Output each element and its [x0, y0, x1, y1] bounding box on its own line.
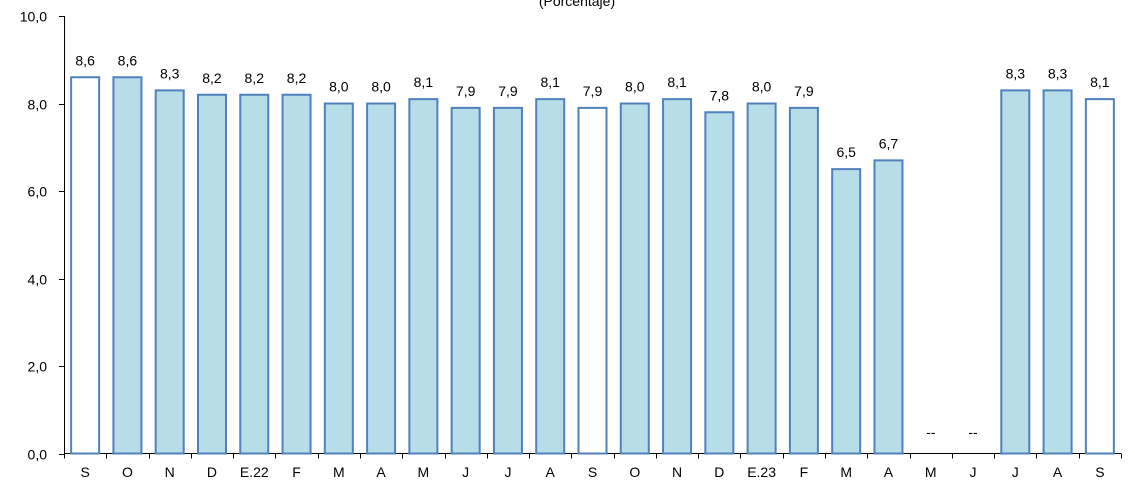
data-label: 8,1 [1090, 74, 1110, 90]
bar [873, 159, 904, 455]
y-tick-label: 2,0 [28, 359, 48, 375]
data-label: 8,0 [625, 79, 645, 95]
x-tick-label: S [80, 464, 89, 480]
data-label: 8,1 [540, 74, 560, 90]
x-tick-label: M [333, 464, 345, 480]
x-tick-label: D [714, 464, 724, 480]
x-tick-label: A [376, 464, 386, 480]
x-tick-label: E.23 [747, 464, 776, 480]
data-label: 8,1 [667, 74, 687, 90]
data-label: 6,7 [879, 135, 899, 151]
x-tick-label: N [672, 464, 682, 480]
data-label: 8,3 [160, 65, 180, 81]
x-tick-label: A [1053, 464, 1063, 480]
bar [1042, 89, 1073, 455]
x-tick-label: S [588, 464, 597, 480]
y-tick-label: 6,0 [28, 184, 48, 200]
x-tick-label: D [207, 464, 217, 480]
x-tick-label: O [629, 464, 640, 480]
bar [788, 106, 819, 455]
bar [1084, 98, 1115, 455]
x-tick-label: J [1012, 464, 1019, 480]
bar [535, 98, 566, 455]
bar [1000, 89, 1031, 455]
data-label: 7,9 [794, 83, 814, 99]
bar [281, 93, 312, 455]
bar [746, 102, 777, 455]
data-label: 8,3 [1048, 65, 1068, 81]
y-axis: 0,0 2,0 4,0 6,0 8,0 10,0 [20, 9, 64, 463]
bar [196, 93, 227, 455]
bar [70, 76, 101, 455]
x-tick-label: J [504, 464, 511, 480]
data-label: 8,6 [75, 52, 95, 68]
bar [831, 168, 862, 455]
data-label: 7,8 [710, 87, 730, 103]
x-tick-label: M [418, 464, 430, 480]
x-tick-label: A [546, 464, 556, 480]
data-label: 8,6 [118, 52, 138, 68]
bar [492, 106, 523, 455]
bar [408, 98, 439, 455]
x-tick-label: A [884, 464, 894, 480]
bar [577, 106, 608, 455]
chart-title: (Porcentaje) [539, 0, 615, 9]
y-tick-label: 8,0 [28, 97, 48, 113]
data-label: 7,9 [583, 83, 603, 99]
data-label: 7,9 [498, 83, 518, 99]
data-label: 8,2 [202, 70, 222, 86]
x-tick-label: F [292, 464, 301, 480]
bar [112, 76, 143, 455]
data-label: -- [968, 424, 978, 440]
data-label: 7,9 [456, 83, 476, 99]
data-label: 8,1 [414, 74, 434, 90]
bar [619, 102, 650, 455]
data-label: 8,0 [329, 79, 349, 95]
data-label: 8,0 [752, 79, 772, 95]
data-label: 6,5 [836, 144, 856, 160]
bar [239, 93, 270, 455]
bar [662, 98, 693, 455]
y-tick-label: 0,0 [28, 447, 48, 463]
bar [366, 102, 397, 455]
bar [450, 106, 481, 455]
x-tick-label: M [925, 464, 937, 480]
x-tick-label: S [1095, 464, 1104, 480]
x-axis: S O N D E.22 F M A M J J A S O N D E.23 F M A M J J A S [64, 453, 1122, 480]
y-tick-label: 4,0 [28, 272, 48, 288]
data-label: 8,2 [287, 70, 307, 86]
bar [154, 89, 185, 455]
x-tick-label: J [970, 464, 977, 480]
bar [323, 102, 354, 455]
y-tick-label: 10,0 [20, 9, 47, 25]
x-tick-label: O [122, 464, 133, 480]
data-label: 8,2 [245, 70, 265, 86]
x-tick-label: N [165, 464, 175, 480]
x-tick-label: E.22 [240, 464, 269, 480]
data-labels: 8,6 8,6 8,3 8,2 8,2 8,2 8,0 8,0 8,1 7,9 7,9 8,1 7,9 8… [75, 52, 1109, 440]
data-label: -- [926, 424, 936, 440]
x-tick-label: J [462, 464, 469, 480]
data-label: 8,0 [371, 79, 391, 95]
bar [704, 111, 735, 455]
x-tick-label: M [840, 464, 852, 480]
bars [70, 76, 1115, 455]
data-label: 8,3 [1006, 65, 1026, 81]
x-tick-label: F [800, 464, 809, 480]
